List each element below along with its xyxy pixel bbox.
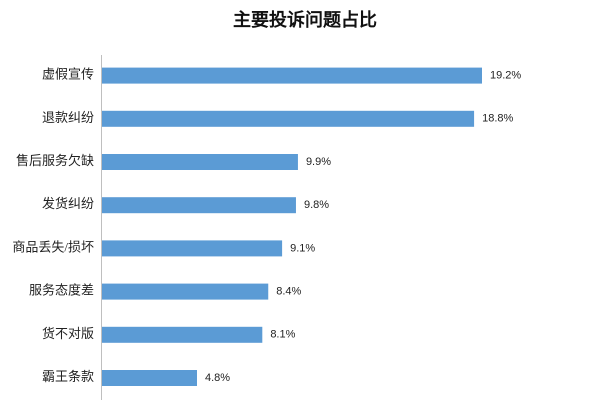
category-label: 退款纠纷 [42, 110, 94, 125]
category-label: 霸王条款 [42, 369, 94, 384]
category-label: 虚假宣传 [42, 67, 94, 82]
value-label: 8.1% [270, 329, 295, 341]
bar [102, 110, 475, 127]
category-label: 商品丢失/损坏 [12, 239, 94, 254]
chart-title: 主要投诉问题占比 [233, 9, 377, 30]
value-label: 18.8% [482, 113, 513, 125]
category-label: 服务态度差 [29, 283, 94, 298]
value-label: 8.4% [276, 286, 301, 298]
bar [102, 154, 298, 170]
value-label: 4.8% [205, 372, 230, 384]
value-label: 9.1% [290, 242, 315, 254]
bar [102, 197, 296, 214]
value-label: 9.8% [304, 199, 329, 211]
value-label: 9.9% [306, 156, 331, 168]
category-label: 货不对版 [42, 326, 94, 341]
bar [102, 326, 263, 343]
bar [102, 283, 269, 300]
category-label: 发货纠纷 [42, 196, 94, 211]
bar [102, 240, 283, 257]
bar [102, 67, 482, 84]
bar [102, 370, 197, 386]
category-label: 售后服务欠缺 [16, 153, 94, 168]
value-label: 19.2% [490, 70, 521, 82]
